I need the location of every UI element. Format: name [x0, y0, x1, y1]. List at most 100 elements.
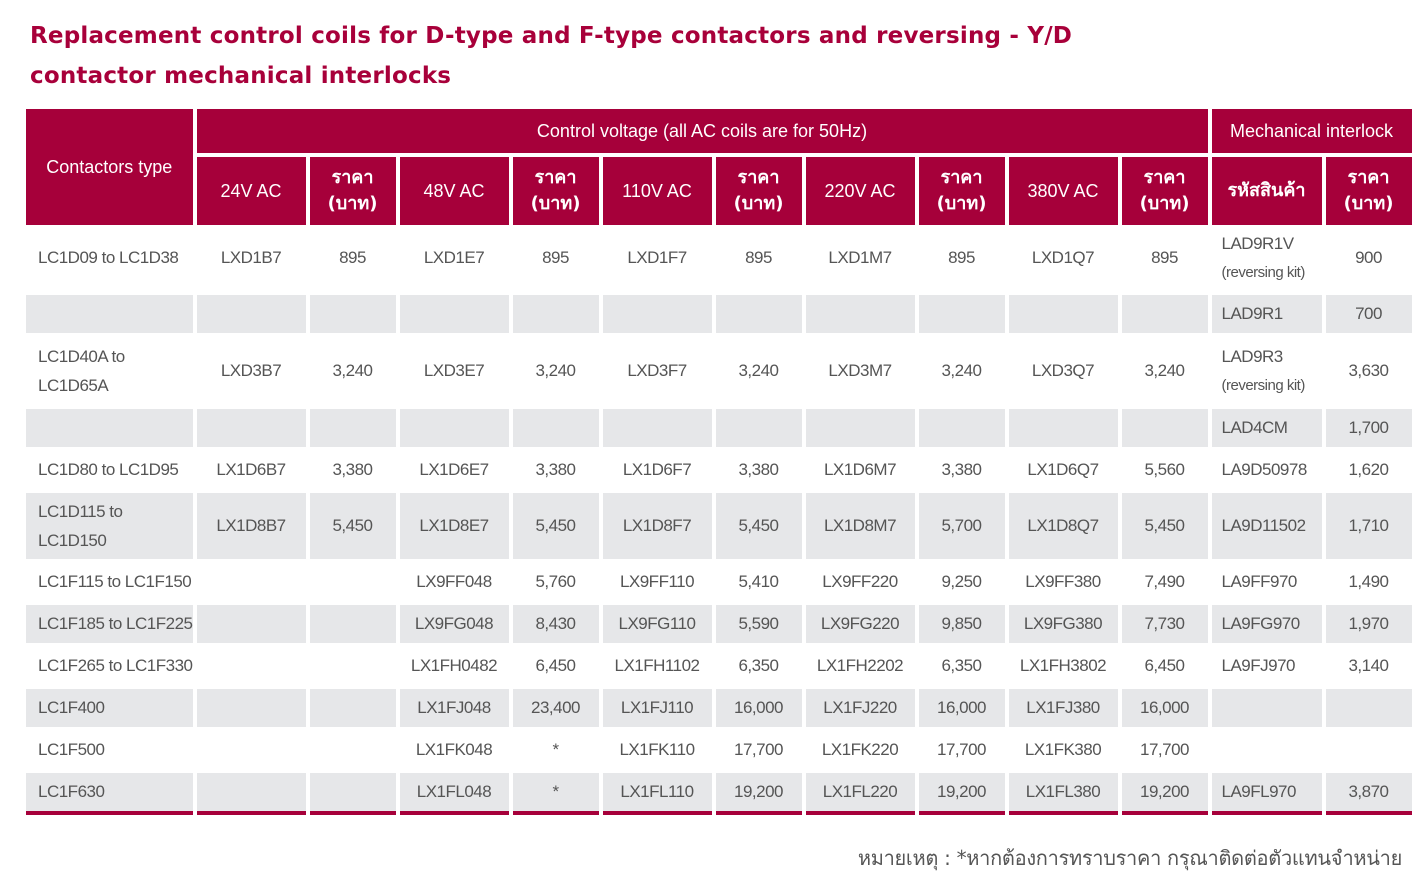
coil-code-cell — [1008, 409, 1118, 451]
coil-price-cell — [512, 295, 599, 337]
coil-price-cell: 19,200 — [1121, 773, 1208, 815]
interlock-code: LAD9R3 — [1221, 347, 1284, 366]
coil-code-cell: LX1D6Q7 — [1008, 451, 1118, 493]
coil-code-cell — [196, 647, 306, 689]
interlock-price-cell: 3,140 — [1325, 647, 1412, 689]
coil-code-cell: LX1FK220 — [805, 731, 915, 773]
interlock-code: LA9FF970 — [1221, 572, 1298, 591]
coil-price-cell — [309, 647, 396, 689]
coil-code-cell: LX1FJ380 — [1008, 689, 1118, 731]
coil-price-table: Contactors type Control voltage (all AC … — [22, 109, 1416, 815]
coil-price-cell: 3,240 — [1121, 337, 1208, 409]
coil-code-cell — [399, 409, 509, 451]
contactor-type-text: LC1F265 to LC1F330 — [38, 656, 193, 675]
table-row: LC1F185 to LC1F225 LX9FG048 8,430 LX9FG110 5… — [26, 605, 1412, 647]
coil-price-cell: 5,410 — [715, 563, 802, 605]
table-header: Contactors type Control voltage (all AC … — [26, 109, 1412, 225]
contactor-type-cell: LC1D115 to LC1D150 — [26, 493, 193, 563]
price-label-line1: ราคา — [940, 167, 983, 188]
coil-price-cell: 895 — [309, 225, 396, 295]
coil-code-cell — [399, 295, 509, 337]
coil-code-cell: LX9FF220 — [805, 563, 915, 605]
interlock-price-cell: 1,970 — [1325, 605, 1412, 647]
coil-price-cell — [715, 295, 802, 337]
header-mechanical-interlock: Mechanical interlock — [1211, 109, 1412, 157]
interlock-price-cell: 3,630 — [1325, 337, 1412, 409]
coil-price-cell — [512, 409, 599, 451]
contactor-type-text: LC1F500 — [38, 740, 105, 759]
price-label-line1: ราคา — [534, 167, 577, 188]
coil-price-cell: 16,000 — [918, 689, 1005, 731]
coil-price-cell: 19,200 — [918, 773, 1005, 815]
price-label-line2: (บาท) — [936, 193, 987, 214]
header-product-code: รหัสสินค้า — [1211, 157, 1322, 225]
contactor-type-cell: LC1F630 — [26, 773, 193, 815]
coil-code-cell: LX1FK380 — [1008, 731, 1118, 773]
contactor-type-text: LC1F185 to LC1F225 — [38, 614, 193, 633]
coil-price-cell: 5,450 — [309, 493, 396, 563]
coil-price-cell: 6,450 — [1121, 647, 1208, 689]
interlock-code-cell — [1211, 731, 1322, 773]
contactor-type-text: LC1D115 to — [38, 502, 123, 521]
contactor-type-cell: LC1F265 to LC1F330 — [26, 647, 193, 689]
coil-price-cell — [309, 295, 396, 337]
table-row: LC1F265 to LC1F330 LX1FH0482 6,450 LX1FH110… — [26, 647, 1412, 689]
coil-code-cell — [196, 731, 306, 773]
coil-price-cell: 3,380 — [512, 451, 599, 493]
coil-price-cell: 5,450 — [512, 493, 599, 563]
coil-price-cell: 9,850 — [918, 605, 1005, 647]
price-label-line2: (บาท) — [1139, 193, 1190, 214]
contactor-type-cell — [26, 295, 193, 337]
interlock-price-cell: 1,700 — [1325, 409, 1412, 451]
coil-price-cell: 19,200 — [715, 773, 802, 815]
interlock-price-cell: 1,710 — [1325, 493, 1412, 563]
header-voltage: 220V AC — [805, 157, 915, 225]
coil-price-cell: 6,350 — [918, 647, 1005, 689]
price-label-line1: ราคา — [331, 167, 374, 188]
coil-price-cell: 895 — [1121, 225, 1208, 295]
coil-code-cell: LX1FJ048 — [399, 689, 509, 731]
coil-code-cell — [196, 563, 306, 605]
table-row: LAD9R1 700 — [26, 295, 1412, 337]
interlock-code: LAD9R1V — [1221, 234, 1295, 253]
coil-code-cell: LX9FF048 — [399, 563, 509, 605]
coil-price-cell — [918, 409, 1005, 451]
coil-code-cell: LX9FF110 — [602, 563, 712, 605]
header-contactors-type: Contactors type — [26, 109, 193, 225]
coil-code-cell — [602, 409, 712, 451]
coil-price-cell: 7,490 — [1121, 563, 1208, 605]
coil-code-cell — [805, 409, 915, 451]
coil-price-cell — [1121, 409, 1208, 451]
coil-code-cell: LXD3Q7 — [1008, 337, 1118, 409]
price-label-line2: (บาท) — [327, 193, 378, 214]
coil-price-cell: 5,760 — [512, 563, 599, 605]
coil-price-cell: 16,000 — [1121, 689, 1208, 731]
coil-code-cell — [196, 773, 306, 815]
coil-code-cell — [1008, 295, 1118, 337]
coil-code-cell: LX1FJ220 — [805, 689, 915, 731]
interlock-code-cell: LA9FG970 — [1211, 605, 1322, 647]
interlock-code: LA9FG970 — [1221, 614, 1301, 633]
coil-price-cell: * — [512, 773, 599, 815]
interlock-price-cell — [1325, 731, 1412, 773]
interlock-code-cell: LAD4CM — [1211, 409, 1322, 451]
table-row: LC1F500 LX1FK048 * LX1FK110 17,700 LX1FK220 17… — [26, 731, 1412, 773]
contactor-type-text: LC1D80 to LC1D95 — [38, 460, 179, 479]
header-voltage: 24V AC — [196, 157, 306, 225]
coil-price-cell: 9,250 — [918, 563, 1005, 605]
interlock-code: LA9FJ970 — [1221, 656, 1296, 675]
interlock-code-cell: LA9FJ970 — [1211, 647, 1322, 689]
interlock-note: (reversing kit) — [1221, 264, 1306, 281]
coil-code-cell: LXD3E7 — [399, 337, 509, 409]
coil-price-cell: * — [512, 731, 599, 773]
coil-price-cell: 6,450 — [512, 647, 599, 689]
coil-code-cell: LX1D6M7 — [805, 451, 915, 493]
contactor-type-text: LC1F115 to LC1F150 — [38, 572, 192, 591]
coil-code-cell: LX1D8Q7 — [1008, 493, 1118, 563]
contactor-type-text: LC1D65A — [38, 376, 109, 395]
header-price: ราคา (บาท) — [1121, 157, 1208, 225]
coil-price-cell — [918, 295, 1005, 337]
coil-code-cell: LXD3F7 — [602, 337, 712, 409]
coil-price-cell: 3,240 — [309, 337, 396, 409]
interlock-price-cell: 900 — [1325, 225, 1412, 295]
